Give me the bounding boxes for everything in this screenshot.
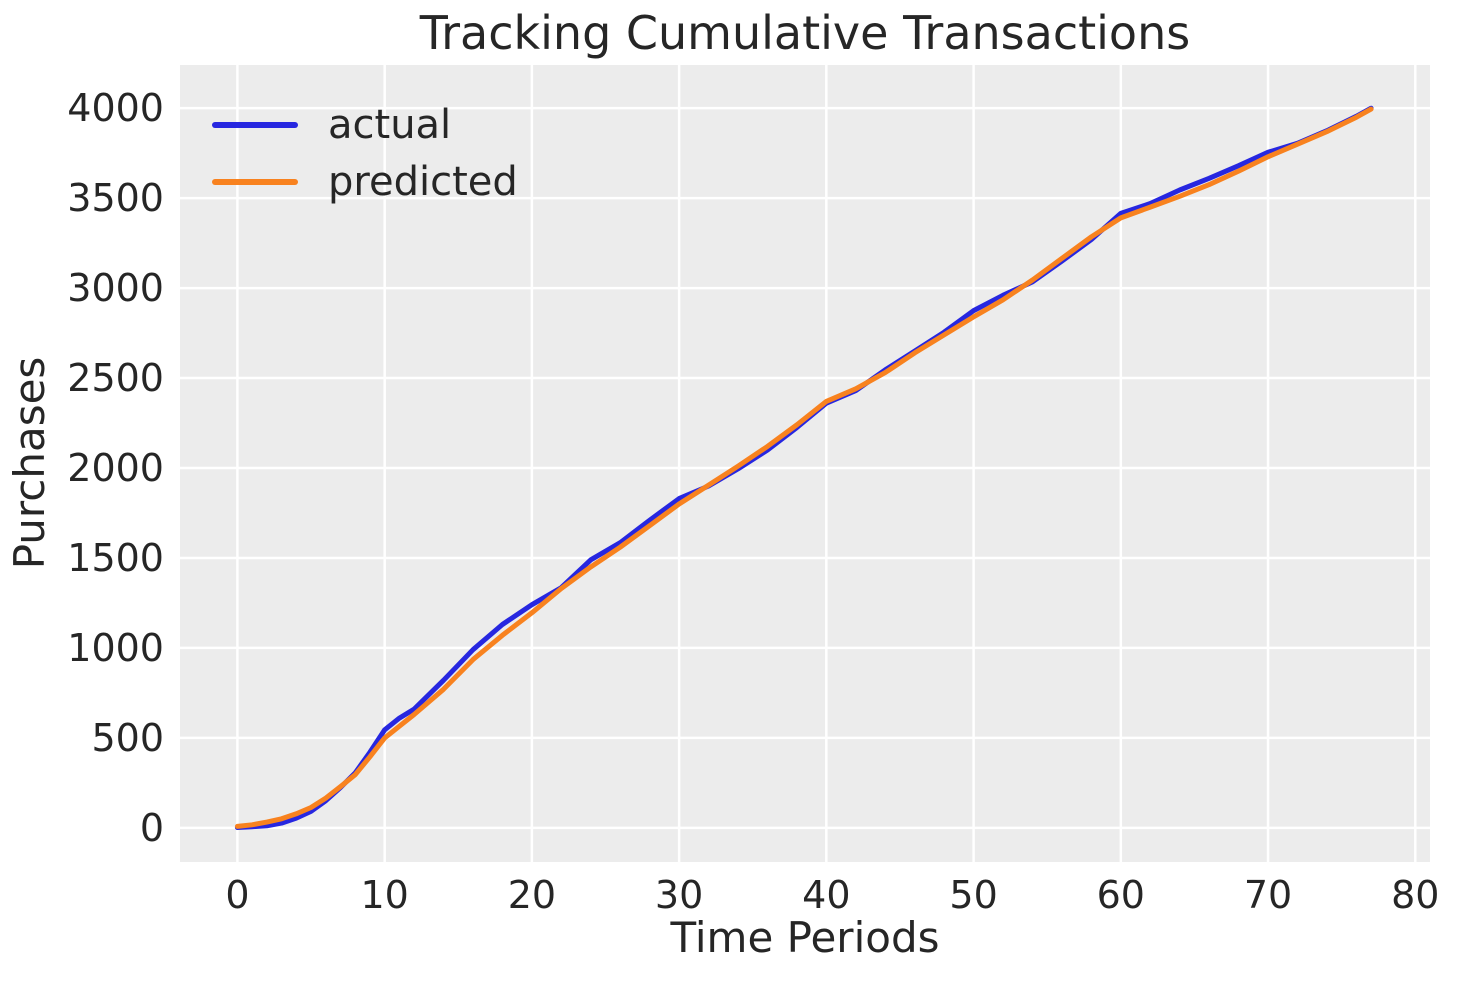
y-tick-label: 1000 (67, 626, 164, 670)
legend-item-actual: actual (212, 96, 518, 153)
gridlines (180, 65, 1430, 862)
chart-title: Tracking Cumulative Transactions (419, 6, 1190, 60)
x-tick-label: 0 (225, 873, 249, 917)
x-tick-label: 60 (1097, 873, 1145, 917)
y-tick-label: 3000 (67, 266, 164, 310)
x-tick-label: 70 (1244, 873, 1292, 917)
predicted-line-swatch (212, 178, 298, 185)
data-series (234, 105, 1374, 830)
x-tick-label: 80 (1391, 873, 1439, 917)
actual-line-swatch (212, 121, 298, 128)
y-tick-label: 3500 (67, 176, 164, 220)
legend-label-actual: actual (328, 101, 452, 148)
y-tick-label: 2000 (67, 446, 164, 490)
y-tick-label: 4000 (67, 86, 164, 130)
y-tick-label: 0 (140, 806, 164, 850)
predicted-line (234, 106, 1374, 829)
legend-label-predicted: predicted (328, 158, 518, 205)
legend-item-predicted: predicted (212, 153, 518, 210)
y-tick-label: 2500 (67, 356, 164, 400)
legend: actual predicted (212, 96, 518, 210)
y-tick-label: 1500 (67, 536, 164, 580)
y-axis-label: Purchases (5, 357, 54, 570)
x-axis-label: Time Periods (670, 913, 940, 962)
x-tick-label: 20 (508, 873, 556, 917)
y-tick-label: 500 (91, 716, 164, 760)
x-tick-label: 30 (655, 873, 703, 917)
x-tick-label: 50 (949, 873, 997, 917)
tick-labels: 0 10 20 30 40 50 60 70 80 0 500 1000 1500 2000 2500 300… (67, 86, 1439, 917)
x-tick-label: 40 (802, 873, 850, 917)
x-tick-label: 10 (360, 873, 408, 917)
